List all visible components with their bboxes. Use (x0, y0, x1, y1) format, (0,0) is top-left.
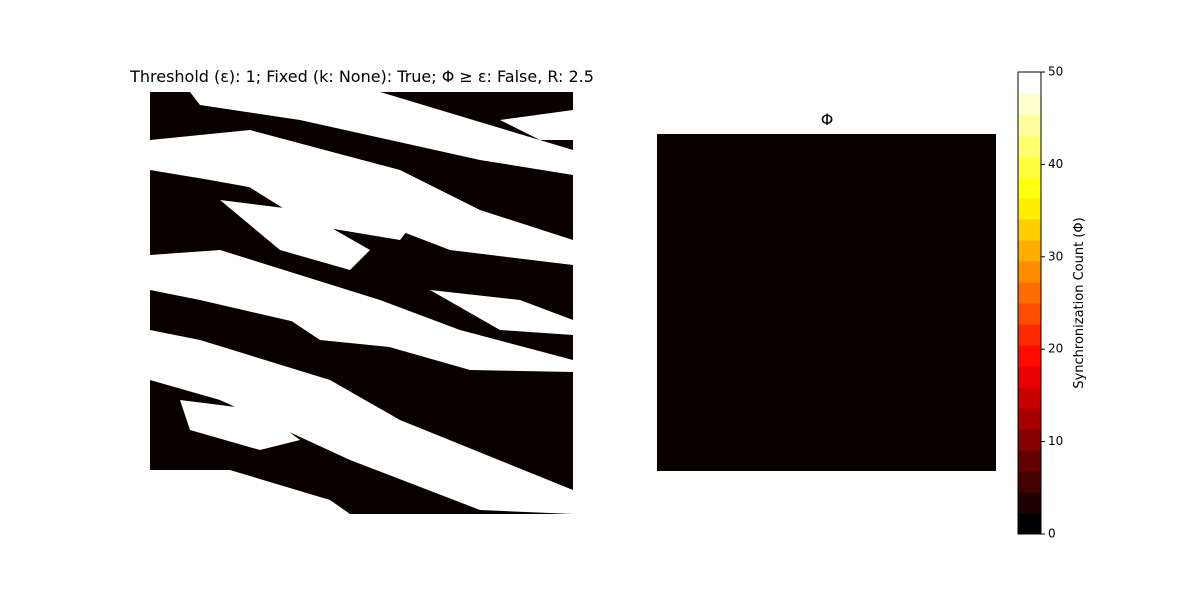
tick-label: 0 (1048, 527, 1056, 541)
colorbar-segment (1018, 513, 1041, 535)
tick-label: 50 (1048, 65, 1063, 79)
tick-label: 40 (1048, 157, 1063, 171)
colorbar-segment (1018, 261, 1041, 283)
colorbar-segment (1018, 429, 1041, 451)
colorbar-segment (1018, 156, 1041, 178)
colorbar-segment (1018, 198, 1041, 220)
tick-label: 20 (1048, 342, 1063, 356)
colorbar-segment (1018, 303, 1041, 325)
colorbar-segment (1018, 324, 1041, 346)
colorbar-segment (1018, 93, 1041, 115)
colorbar-segment (1018, 408, 1041, 430)
tick-label: 30 (1048, 249, 1063, 263)
colorbar-segment (1018, 135, 1041, 157)
colorbar-segment (1018, 72, 1041, 94)
colorbar-frame (1017, 71, 1042, 535)
colorbar-segment (1018, 366, 1041, 388)
colorbar-segment (1018, 345, 1041, 367)
panel-title: Threshold (ε): 1; Fixed (k: None): True;… (129, 67, 594, 86)
binary-image (150, 92, 573, 514)
colorbar-segment (1018, 114, 1041, 136)
phi-image (657, 134, 996, 471)
panel-title: Φ (821, 110, 834, 129)
colorbar-segment (1018, 282, 1041, 304)
colorbar-segment (1018, 450, 1041, 472)
colorbar: 0 10 20 30 40 50 (1017, 65, 1063, 541)
tick-label: 10 (1048, 434, 1063, 448)
colorbar-segment (1018, 471, 1041, 493)
colorbar-segment (1018, 240, 1041, 262)
colorbar-label: Synchronization Count (Φ) (1072, 217, 1087, 388)
colorbar-segment (1018, 177, 1041, 199)
colorbar-segment (1018, 219, 1041, 241)
colorbar-segment (1018, 492, 1041, 514)
colorbar-segment (1018, 387, 1041, 409)
